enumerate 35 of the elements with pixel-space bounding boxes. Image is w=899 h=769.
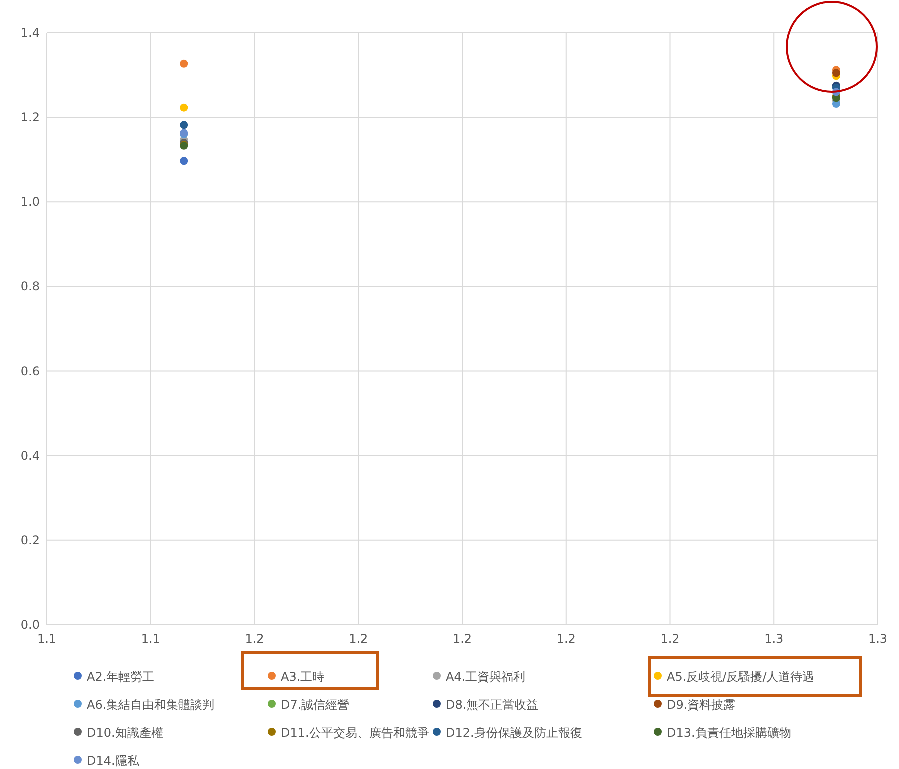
x-tick-label: 1.2 — [556, 632, 576, 646]
legend-label: D10.知識產權 — [87, 726, 164, 740]
x-tick-label: 1.1 — [141, 632, 160, 646]
x-tick-label: 1.1 — [37, 632, 57, 646]
legend-label: D11.公平交易、廣告和競爭 — [281, 726, 430, 740]
x-tick-label: 1.2 — [245, 632, 264, 646]
legend-label: D12.身份保護及防止報復 — [446, 726, 582, 740]
x-tick-label: 1.2 — [452, 632, 472, 646]
y-tick-label: 1.0 — [20, 195, 40, 210]
legend-label: A2.年輕勞工 — [87, 670, 155, 684]
y-tick-label: 0.8 — [20, 280, 40, 294]
legend-label: D14.隱私 — [87, 754, 140, 768]
y-tick-label: 0.4 — [20, 448, 40, 463]
legend-label: D9.資料披露 — [667, 698, 736, 712]
point — [180, 60, 188, 68]
legend-label: A4.工資與福利 — [446, 670, 526, 684]
legend-label: D13.負責任地採購礦物 — [667, 726, 792, 740]
y-tick-label: 0.2 — [20, 533, 40, 548]
legend-label: A5.反歧視/反騷擾/人道待遇 — [667, 670, 815, 684]
legend-label: A3.工時 — [281, 670, 325, 684]
x-tick-label: 1.3 — [868, 632, 888, 646]
y-tick-label: 0.6 — [20, 364, 40, 378]
x-tick-label: 1.2 — [349, 632, 368, 646]
y-tick-label: 0.0 — [20, 618, 40, 632]
point — [180, 121, 188, 130]
y-tick-label: 1.2 — [20, 110, 40, 125]
legend-label: D7.誠信經營 — [281, 698, 350, 712]
x-tick-label: 1.3 — [764, 632, 784, 646]
legend-label: A6.集結自由和集體談判 — [87, 698, 215, 712]
point — [180, 157, 188, 166]
y-tick-label: 1.4 — [20, 26, 40, 40]
legend-label: D8.無不正當收益 — [446, 698, 539, 712]
x-tick-label: 1.2 — [660, 632, 680, 646]
point — [832, 69, 840, 78]
point — [180, 104, 188, 112]
